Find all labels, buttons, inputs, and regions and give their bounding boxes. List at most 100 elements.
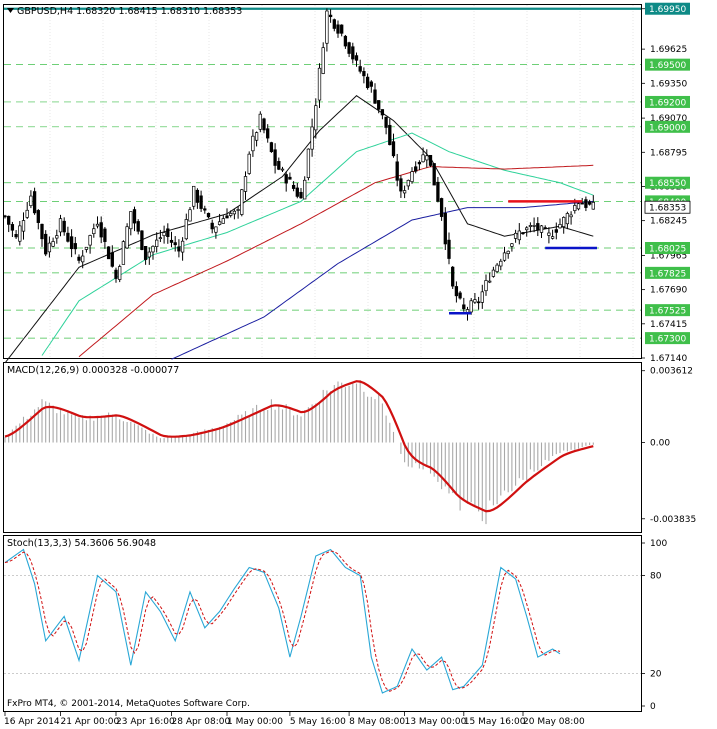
candle-body	[488, 280, 492, 283]
candle-body	[184, 219, 188, 240]
price-axis-label: 1.67690	[650, 286, 687, 296]
candle-body	[88, 235, 92, 246]
candle-body	[547, 232, 551, 236]
price-axis-label: 1.67965	[650, 251, 687, 261]
candle-body	[132, 209, 137, 224]
candle-body	[469, 300, 473, 313]
time-axis-label: 16 Apr 2014	[4, 717, 60, 727]
candle-body	[7, 215, 11, 225]
level-label-box	[645, 120, 690, 133]
candle-body	[573, 205, 577, 211]
candle-body	[395, 161, 399, 181]
time-axis-label: 15 May 16:00	[464, 717, 526, 727]
candle-body	[443, 212, 447, 245]
candle-body	[462, 304, 466, 310]
time-axis-label: 28 Apr 08:00	[172, 717, 231, 727]
candle-body	[536, 223, 540, 231]
candle-body	[343, 35, 348, 47]
candle-body	[425, 155, 429, 161]
candle-body	[29, 195, 33, 207]
ma-line-fast	[4, 95, 594, 364]
stoch-axis-label: 0	[650, 702, 656, 712]
level-label: 1.68550	[649, 179, 686, 189]
candle-body	[299, 191, 303, 199]
level-label: 1.68025	[649, 244, 686, 254]
candle-body	[55, 235, 59, 239]
candle-body	[203, 208, 207, 211]
candle-body	[180, 240, 185, 253]
candle-body	[347, 42, 351, 54]
macd-panel[interactable]	[3, 362, 642, 533]
macd-title: MACD(12,26,9) 0.000328 -0.000077	[7, 365, 179, 376]
level-label: 1.67825	[649, 269, 686, 279]
candle-body	[258, 113, 262, 130]
candle-body	[18, 225, 22, 242]
price-axis-label: 1.68245	[650, 217, 687, 227]
dropdown-icon[interactable]	[7, 8, 14, 13]
candle-body	[95, 223, 100, 227]
candle-body	[81, 255, 85, 263]
stoch-signal-line	[4, 550, 561, 692]
candle-body	[269, 142, 274, 153]
ma-line-long	[171, 200, 594, 360]
candle-body	[543, 227, 547, 229]
candle-body	[21, 220, 26, 232]
price-axis-label: 1.69350	[650, 79, 687, 89]
candle-body	[40, 223, 44, 240]
candle-body	[458, 292, 462, 299]
candle-body	[521, 232, 525, 235]
candle-body	[158, 237, 163, 239]
candle-body	[473, 299, 477, 303]
candle-body	[336, 24, 340, 34]
level-label-box	[645, 95, 690, 108]
candle-body	[358, 66, 362, 72]
candle-body	[251, 135, 255, 152]
candle-body	[262, 118, 266, 131]
candle-body	[306, 148, 311, 179]
candle-body	[388, 124, 392, 146]
candle-body	[151, 245, 155, 253]
candle-body	[517, 230, 521, 241]
copyright-text: FxPro MT4, © 2001-2014, MetaQuotes Softw…	[7, 699, 250, 709]
level-label-box	[645, 58, 690, 71]
candle-body	[243, 176, 248, 192]
candle-body	[447, 239, 451, 259]
candle-body	[155, 239, 159, 247]
candle-body	[240, 189, 244, 215]
candle-body	[584, 199, 588, 208]
candle-body	[44, 233, 48, 255]
candle-body	[432, 163, 436, 186]
candle-body	[217, 221, 222, 225]
candle-body	[340, 24, 344, 34]
candle-body	[110, 252, 114, 267]
candle-body	[140, 230, 144, 250]
candle-body	[406, 179, 410, 187]
candle-body	[14, 234, 18, 238]
price-axis: 1.69950 1.69625 1.69350 1.69070 1.68795 1.685…	[641, 2, 696, 712]
candle-body	[499, 260, 503, 267]
candle-body	[266, 128, 270, 139]
candle-body	[580, 202, 584, 205]
current-price-box	[644, 200, 691, 214]
stoch-axis-label: 80	[650, 572, 662, 582]
candle-body	[428, 154, 433, 166]
candle-body	[192, 185, 196, 207]
candle-body	[310, 126, 314, 150]
candle-body	[36, 210, 40, 223]
candle-body	[177, 246, 181, 252]
price-axis-label: 1.69625	[650, 45, 687, 55]
candle-body	[25, 209, 29, 218]
price-chart	[3, 5, 641, 364]
candle-body	[84, 246, 89, 250]
candle-body	[3, 215, 7, 218]
candle-body	[125, 226, 129, 249]
candle-body	[550, 236, 555, 239]
level-label: 1.67300	[649, 335, 686, 345]
price-axis-label: 1.67140	[650, 354, 687, 364]
stoch-panel[interactable]	[3, 535, 642, 712]
candle-body	[291, 184, 296, 189]
candle-body	[173, 242, 177, 246]
candle-body	[384, 116, 388, 128]
